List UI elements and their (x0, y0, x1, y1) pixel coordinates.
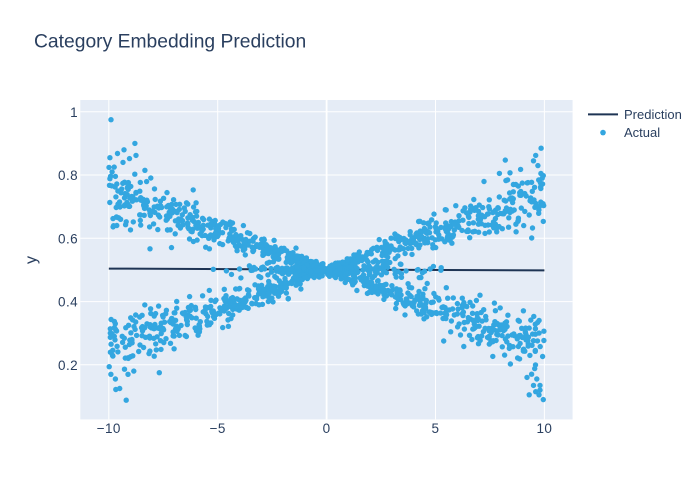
svg-text:Category Embedding Prediction: Category Embedding Prediction (34, 32, 306, 53)
svg-text:−10: −10 (97, 421, 121, 436)
svg-text:0.8: 0.8 (58, 168, 78, 183)
svg-text:Prediction: Prediction (624, 107, 682, 122)
svg-text:10: 10 (536, 421, 552, 436)
svg-text:0: 0 (323, 421, 331, 436)
svg-text:−5: −5 (210, 421, 226, 436)
svg-text:1: 1 (70, 105, 78, 120)
svg-text:0.6: 0.6 (58, 231, 78, 246)
svg-text:y: y (23, 256, 40, 264)
svg-text:0.4: 0.4 (58, 295, 78, 310)
svg-text:Actual: Actual (624, 125, 660, 140)
svg-text:5: 5 (432, 421, 440, 436)
svg-text:0.2: 0.2 (58, 358, 78, 373)
